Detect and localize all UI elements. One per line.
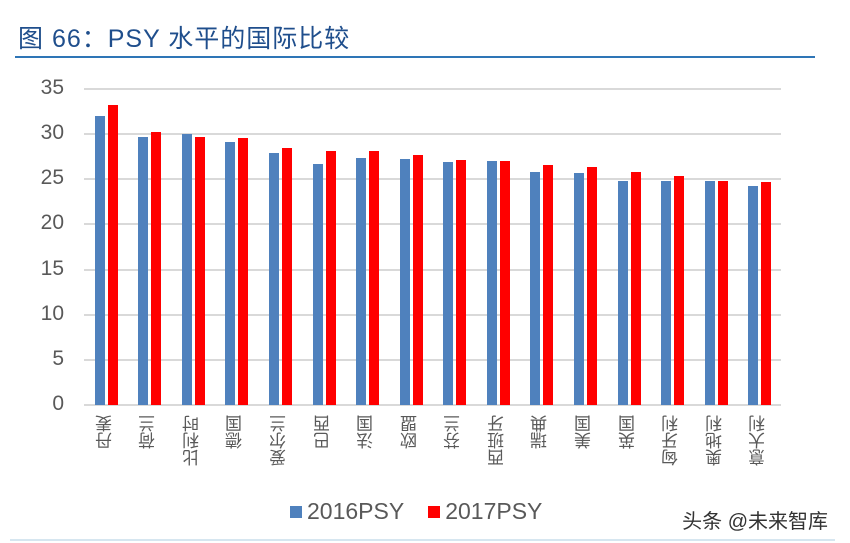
x-tick-label: 奥地利 <box>705 415 725 466</box>
y-tick-label: 25 <box>40 166 64 190</box>
gridline <box>84 358 781 361</box>
legend-item-2017: 2017PSY <box>428 498 542 525</box>
bar-2016PSY-7 <box>399 158 410 405</box>
bar-2017PSY-8 <box>456 160 467 405</box>
bar-2017PSY-1 <box>151 132 162 405</box>
y-tick-label: 30 <box>40 121 64 145</box>
watermark: 头条 @未来智库 <box>682 511 828 533</box>
y-tick-label: 20 <box>40 211 64 235</box>
legend-label-2016: 2016PSY <box>307 498 405 524</box>
bottom-divider <box>10 539 835 541</box>
title-underline <box>15 56 815 58</box>
bar-2017PSY-7 <box>412 154 423 405</box>
bar-2016PSY-1 <box>138 136 149 405</box>
y-tick-label: 10 <box>40 301 64 325</box>
x-tick-label: 西班牙 <box>487 415 507 466</box>
legend-item-2016: 2016PSY <box>290 498 404 525</box>
bar-2017PSY-12 <box>630 172 641 405</box>
y-tick-label: 35 <box>40 76 64 99</box>
y-tick-label: 0 <box>52 392 64 415</box>
bar-2016PSY-9 <box>486 161 497 405</box>
gridline <box>84 404 781 406</box>
bar-2016PSY-10 <box>530 172 541 405</box>
x-tick-label: 瑞典 <box>531 415 551 449</box>
bar-2017PSY-10 <box>543 164 554 405</box>
bar-2017PSY-6 <box>369 151 380 405</box>
x-tick-label: 欧盟 <box>400 415 420 449</box>
legend-swatch-2017 <box>428 505 441 518</box>
bar-2017PSY-5 <box>325 151 336 405</box>
bar-2017PSY-2 <box>194 136 205 405</box>
x-tick-label: 英国 <box>618 415 638 449</box>
bar-2017PSY-15 <box>761 182 772 405</box>
x-tick-label: 德国 <box>226 415 246 449</box>
bar-2016PSY-13 <box>661 181 672 405</box>
bar-2016PSY-2 <box>181 134 192 405</box>
bar-2017PSY-11 <box>586 166 597 405</box>
bar-2017PSY-9 <box>499 161 510 405</box>
x-tick-label: 比利时 <box>182 415 202 466</box>
bar-2017PSY-13 <box>674 175 685 405</box>
bar-2017PSY-14 <box>717 181 728 405</box>
gridline <box>84 223 781 226</box>
bar-2017PSY-3 <box>238 137 249 405</box>
x-tick-label: 意大利 <box>749 415 769 466</box>
bar-2016PSY-11 <box>573 172 584 405</box>
bar-2016PSY-4 <box>269 153 280 405</box>
legend: 2016PSY 2017PSY <box>290 498 542 525</box>
x-tick-label: 法国 <box>357 415 377 449</box>
plot-area <box>84 88 781 406</box>
x-tick-label: 爱尔兰 <box>270 415 290 466</box>
x-tick-label: 匈牙利 <box>662 415 682 466</box>
bar-2016PSY-15 <box>748 185 759 405</box>
x-tick-label: 丹麦 <box>95 415 115 449</box>
bar-2016PSY-0 <box>94 116 105 405</box>
x-tick-label: 芬兰 <box>444 415 464 449</box>
gridline <box>84 313 781 316</box>
bar-2016PSY-12 <box>617 181 628 405</box>
bar-2017PSY-0 <box>107 105 118 405</box>
bar-2016PSY-8 <box>443 162 454 405</box>
bar-2016PSY-5 <box>312 163 323 405</box>
gridline <box>84 88 781 90</box>
x-tick-label: 荷兰 <box>139 415 159 449</box>
x-tick-label: 美国 <box>574 415 594 449</box>
gridline <box>84 268 781 271</box>
y-tick-label: 15 <box>40 256 64 280</box>
y-tick-label: 5 <box>52 346 64 370</box>
legend-label-2017: 2017PSY <box>445 498 543 524</box>
chart-title: 图 66：PSY 水平的国际比较 <box>18 25 351 53</box>
bar-2016PSY-3 <box>225 142 236 405</box>
gridline <box>84 133 781 136</box>
bar-2016PSY-6 <box>356 157 367 405</box>
bar-2016PSY-14 <box>704 181 715 405</box>
gridline <box>84 178 781 181</box>
legend-swatch-2016 <box>290 505 302 518</box>
bar-2017PSY-4 <box>282 147 293 405</box>
x-tick-label: 巴西 <box>313 415 333 449</box>
